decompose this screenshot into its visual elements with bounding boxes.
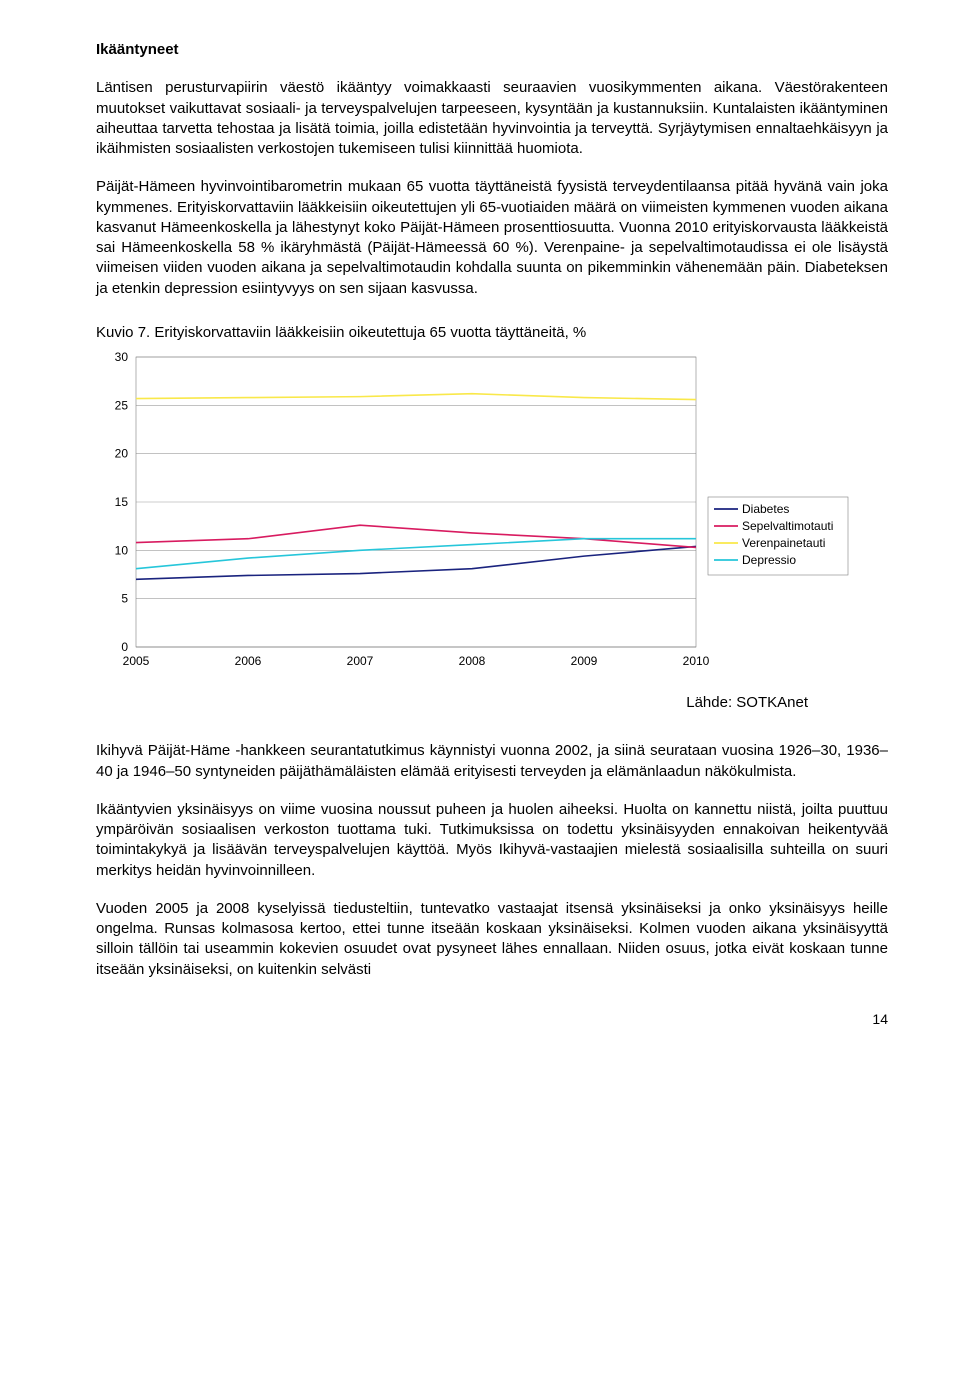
- svg-text:2005: 2005: [123, 654, 150, 668]
- chart-svg: 0 5 10 15 20 25 30 2005 2006 2007 2008 2009 2010 Diab…: [96, 347, 888, 689]
- paragraph-4: Ikääntyvien yksinäisyys on viime vuosina…: [96, 800, 888, 881]
- svg-text:25: 25: [115, 398, 129, 412]
- svg-text:2007: 2007: [347, 654, 374, 668]
- line-chart: 0 5 10 15 20 25 30 2005 2006 2007 2008 2009 2010 Diab…: [96, 347, 888, 689]
- chart-caption: Kuvio 7. Erityiskorvattaviin lääkkeisiin…: [96, 323, 888, 343]
- paragraph-2: Päijät-Hämeen hyvinvointibarometrin muka…: [96, 177, 888, 299]
- svg-text:Verenpainetauti: Verenpainetauti: [742, 536, 825, 550]
- svg-text:30: 30: [115, 350, 129, 364]
- paragraph-3: Ikihyvä Päijät-Häme -hankkeen seurantatu…: [96, 741, 888, 782]
- svg-text:2010: 2010: [683, 654, 710, 668]
- svg-text:2009: 2009: [571, 654, 598, 668]
- svg-text:10: 10: [115, 543, 129, 557]
- svg-text:Sepelvaltimotauti: Sepelvaltimotauti: [742, 519, 833, 533]
- svg-text:0: 0: [121, 640, 128, 654]
- svg-text:Depressio: Depressio: [742, 553, 796, 567]
- svg-text:15: 15: [115, 495, 129, 509]
- svg-text:2006: 2006: [235, 654, 262, 668]
- svg-text:5: 5: [121, 592, 128, 606]
- svg-text:Diabetes: Diabetes: [742, 502, 789, 516]
- chart-source: Lähde: SOTKAnet: [96, 693, 808, 713]
- page-number: 14: [96, 1010, 888, 1029]
- svg-text:20: 20: [115, 447, 129, 461]
- paragraph-1: Läntisen perusturvapiirin väestö ikäänty…: [96, 78, 888, 159]
- svg-text:2008: 2008: [459, 654, 486, 668]
- paragraph-5: Vuoden 2005 ja 2008 kyselyissä tiedustel…: [96, 899, 888, 980]
- section-title: Ikääntyneet: [96, 40, 888, 60]
